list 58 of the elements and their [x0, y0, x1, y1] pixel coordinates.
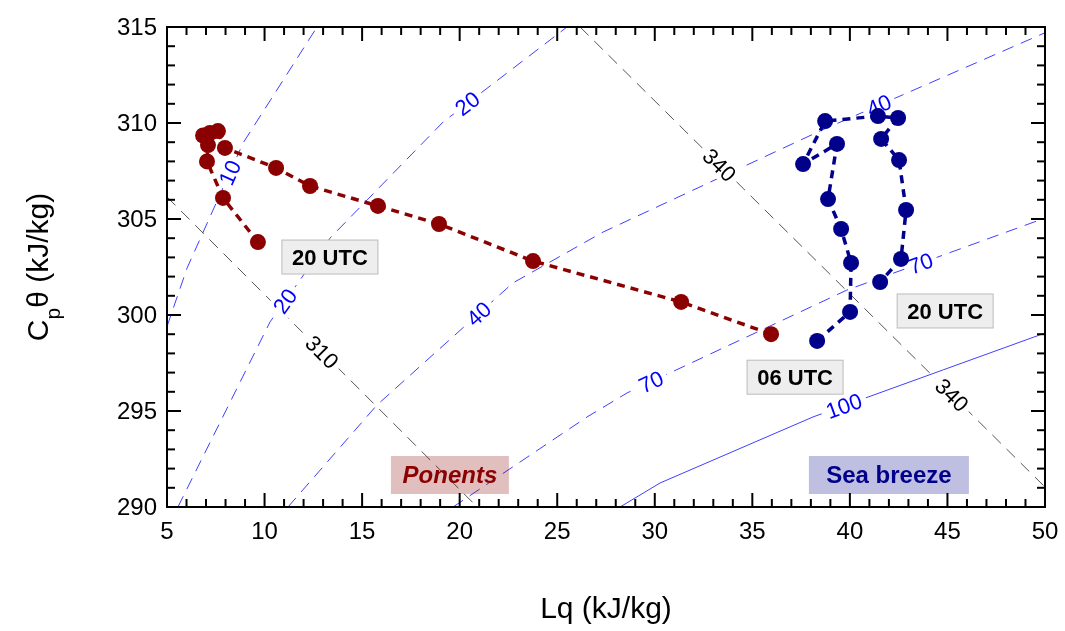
x-tick-label: 25 — [543, 517, 571, 544]
line-series — [177, 27, 568, 507]
point — [893, 250, 910, 267]
x-tick-label: 20 — [446, 517, 474, 544]
text: 340 — [930, 373, 974, 417]
point — [843, 254, 860, 271]
text: 40 — [461, 296, 497, 332]
y-tick-label: 315 — [116, 13, 157, 41]
y-tick-label: 300 — [116, 301, 157, 329]
point — [842, 303, 859, 320]
point — [525, 253, 542, 270]
point — [302, 177, 319, 194]
x-tick-label: 50 — [1031, 517, 1059, 544]
text: 100 — [822, 388, 866, 425]
point — [215, 189, 231, 206]
annotation: 06 UTC — [757, 364, 834, 390]
x-tick-label: 45 — [934, 517, 961, 544]
x-tick-label: 40 — [836, 517, 864, 544]
y-tick-label: 310 — [116, 109, 157, 137]
annotation: 20 UTC — [907, 298, 984, 324]
point — [890, 110, 907, 127]
text: 70 — [634, 365, 668, 399]
point — [891, 152, 908, 169]
point — [268, 159, 285, 176]
text: 20 — [267, 283, 303, 319]
point — [216, 139, 233, 156]
x-tick-label: 30 — [641, 517, 669, 544]
point — [817, 113, 834, 130]
point — [199, 153, 215, 170]
text: 70 — [904, 247, 937, 280]
point — [369, 197, 386, 214]
point — [673, 293, 690, 310]
point — [249, 234, 266, 251]
point — [763, 326, 780, 343]
y-tick-label: 290 — [116, 493, 157, 521]
x-tick-label: 15 — [348, 517, 376, 544]
point — [873, 130, 890, 147]
point — [829, 135, 846, 152]
point — [872, 273, 889, 290]
point — [809, 332, 826, 349]
annotation: 20 UTC — [292, 244, 368, 270]
point — [820, 191, 837, 208]
y-tick-label: 305 — [116, 205, 157, 233]
point — [898, 201, 915, 218]
x-axis-title: Lq (kJ/kg) — [540, 591, 672, 624]
x-tick-label: 5 — [160, 517, 174, 544]
point — [795, 156, 812, 173]
text: 310 — [300, 330, 344, 374]
text: Ponents — [402, 461, 498, 489]
text: 10 — [213, 156, 247, 189]
text: 20 — [450, 86, 485, 121]
y-tick-label: 295 — [116, 397, 157, 425]
text: Sea breeze — [826, 461, 952, 489]
point — [430, 215, 447, 232]
text: 340 — [697, 143, 742, 187]
x-tick-label: 10 — [251, 517, 278, 544]
x-tick-label: 35 — [738, 517, 766, 544]
point — [833, 220, 850, 237]
